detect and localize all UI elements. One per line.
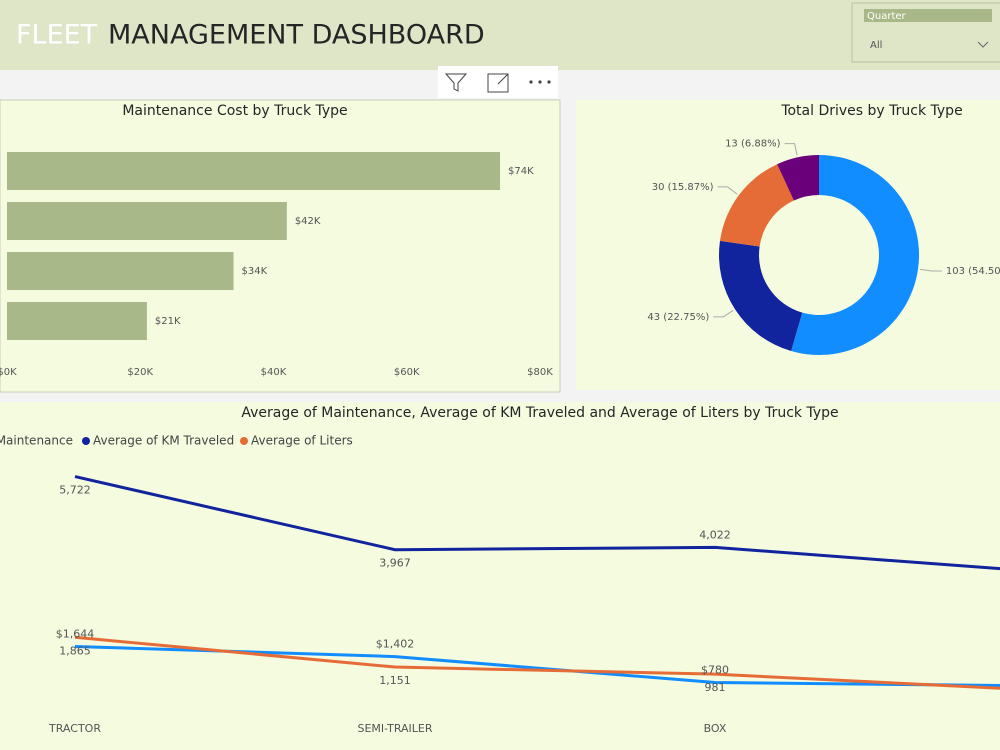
data-label: 1,151: [379, 674, 411, 687]
slicer-label: Quarter: [867, 11, 907, 22]
more-icon[interactable]: [529, 80, 551, 84]
slicer-header: [864, 9, 992, 22]
x-tick-label: $20K: [127, 367, 153, 378]
legend-marker: [82, 437, 90, 445]
leader-line: [919, 268, 942, 272]
x-tick-label: BOX: [704, 722, 727, 735]
data-label: $42K: [295, 216, 321, 227]
leader-line: [717, 186, 738, 195]
data-label: 5,722: [59, 484, 91, 497]
x-tick-label: $80K: [527, 367, 553, 378]
title-part1: FLEET: [16, 20, 98, 51]
data-label: $21K: [155, 316, 181, 327]
leader-line: [713, 309, 734, 318]
x-tick-label: TRACTOR: [48, 722, 101, 735]
focus-icon[interactable]: [487, 73, 509, 93]
leader-line: [784, 143, 798, 156]
series-line: [74, 635, 1000, 690]
donut-slice: [791, 155, 919, 355]
slicer-value[interactable]: All: [870, 40, 882, 51]
legend-label: Average of KM Traveled: [93, 434, 234, 448]
data-label: 4,022: [699, 528, 731, 541]
donut-title: Total Drives by Truck Type: [780, 103, 962, 119]
x-tick-label: $40K: [261, 367, 287, 378]
data-label: 43 (22.75%): [647, 312, 709, 323]
data-label: 981: [705, 681, 726, 694]
donut-slice: [777, 155, 819, 201]
data-label: $74K: [508, 166, 534, 177]
data-label: $780: [701, 664, 729, 677]
bar: [7, 202, 287, 240]
legend-label: Average of Maintenance: [0, 434, 73, 448]
line-title: Average of Maintenance, Average of KM Tr…: [241, 405, 838, 421]
bar: [7, 302, 147, 340]
donut-slice: [719, 240, 803, 352]
data-label: 30 (15.87%): [652, 182, 714, 193]
data-label: 3,967: [379, 557, 411, 570]
x-tick-label: SEMI-TRAILER: [357, 722, 432, 735]
data-label: $34K: [242, 266, 268, 277]
data-label: 13 (6.88%): [725, 139, 781, 150]
bar-panel: [0, 99, 561, 393]
data-label: 1,865: [59, 644, 91, 657]
legend-label: Average of Liters: [251, 434, 353, 448]
donut-slice: [719, 164, 794, 247]
slicer-chevron: [977, 41, 989, 48]
bar-title: Maintenance Cost by Truck Type: [122, 103, 347, 119]
bar: [7, 152, 501, 190]
title-part2: MANAGEMENT DASHBOARD: [108, 20, 485, 51]
bar: [7, 252, 234, 290]
data-label: $1,644: [56, 628, 95, 641]
data-label: $1,402: [376, 638, 415, 651]
filter-icon[interactable]: [444, 73, 468, 92]
legend-marker: [240, 437, 248, 445]
series-line: [74, 475, 1000, 571]
line-panel: [0, 402, 1000, 750]
x-tick-label: $60K: [394, 367, 420, 378]
x-tick-label: $0K: [0, 367, 17, 378]
data-label: 103 (54.50%): [946, 266, 1000, 277]
header-band: [0, 0, 1000, 70]
visual-toolbar: [438, 66, 558, 98]
